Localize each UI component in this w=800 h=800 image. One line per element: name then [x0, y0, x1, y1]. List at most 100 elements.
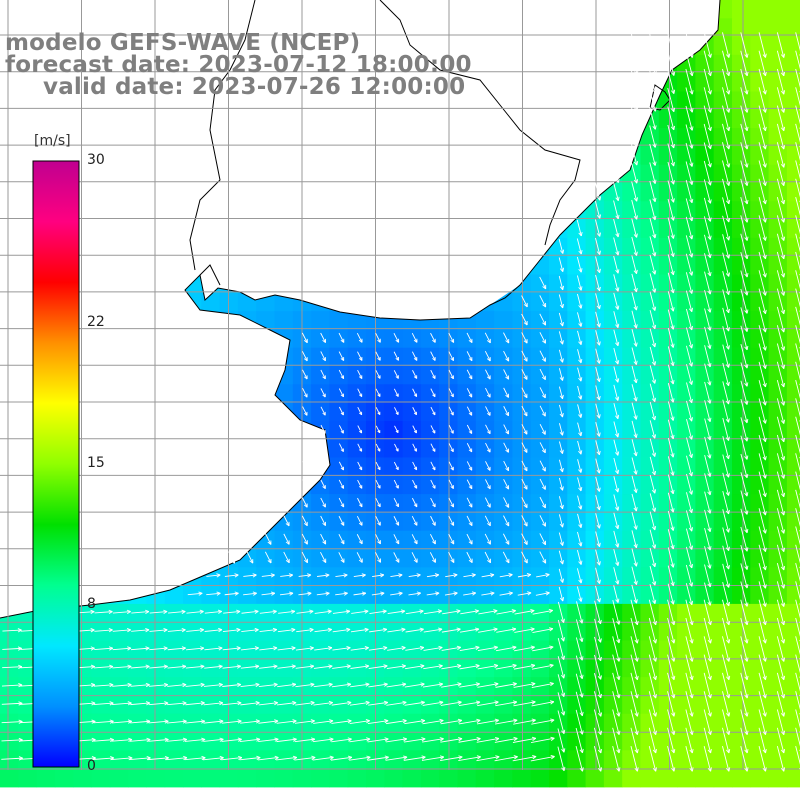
field-cell [640, 750, 660, 770]
field-cell [658, 109, 678, 129]
field-cell [585, 201, 605, 221]
field-cell [786, 164, 800, 184]
field-cell [384, 768, 404, 788]
wind-arrow [667, 87, 676, 113]
field-cell [457, 713, 477, 733]
field-cell [786, 622, 800, 641]
field-cell [732, 384, 751, 404]
wind-arrow [394, 407, 399, 416]
wind-arrow [758, 142, 767, 168]
field-cell [402, 494, 422, 513]
wind-arrow [412, 407, 417, 416]
field-cell [695, 585, 715, 605]
field-cell [530, 750, 550, 770]
field-cell [146, 640, 166, 660]
field-cell [585, 549, 605, 568]
field-cell [146, 732, 166, 751]
field-cell [18, 640, 38, 660]
wind-arrow [503, 424, 509, 435]
field-cell [658, 640, 678, 660]
wind-arrow [722, 32, 731, 58]
field-cell [237, 695, 257, 715]
field-cell [494, 658, 513, 678]
field-cell [768, 402, 788, 422]
wind-arrow [703, 32, 712, 58]
wind-arrow [521, 295, 528, 308]
field-cell [128, 713, 147, 733]
field-cell [457, 567, 477, 587]
field-cell [457, 512, 477, 532]
wind-arrow [685, 272, 694, 294]
field-cell [677, 713, 696, 733]
field-cell [768, 237, 788, 257]
field-cell [695, 384, 715, 404]
field-cell [713, 713, 733, 733]
field-cell [201, 603, 221, 623]
wind-arrow [613, 311, 620, 328]
field-cell [530, 695, 550, 715]
field-cell [420, 439, 440, 458]
field-cell [457, 677, 477, 696]
field-cell [18, 658, 38, 678]
field-cell [567, 603, 587, 623]
field-cell [677, 549, 696, 568]
field-cell [786, 732, 800, 751]
field-cell [713, 274, 733, 294]
field-cell [274, 677, 294, 696]
wind-arrow [703, 142, 712, 168]
wind-arrow [302, 406, 308, 416]
field-cell [713, 603, 733, 623]
field-cell [695, 622, 715, 641]
wind-arrow [740, 50, 749, 77]
field-cell [475, 713, 495, 733]
wind-arrow [631, 181, 638, 202]
field-cell [494, 603, 513, 623]
field-cell [732, 585, 751, 605]
wind-arrow [631, 347, 638, 365]
field-cell [695, 475, 715, 495]
coastline [0, 0, 721, 619]
field-cell [622, 366, 641, 385]
wind-arrow [631, 384, 638, 402]
wind-arrow [685, 68, 694, 95]
field-cell [732, 54, 751, 74]
field-cell [713, 183, 733, 202]
field-cell [768, 0, 788, 19]
field-cell [695, 73, 715, 92]
field-cell [640, 420, 660, 440]
field-cell [457, 475, 477, 495]
field-cell [768, 128, 788, 147]
field-cell [713, 677, 733, 696]
wind-arrow [776, 233, 786, 260]
wind-arrow [521, 405, 528, 417]
wind-arrow [613, 403, 620, 420]
field-cell [512, 420, 532, 440]
wind-arrow [704, 326, 712, 350]
field-cell [658, 292, 678, 312]
field-cell [256, 640, 275, 660]
wind-arrow [704, 271, 712, 295]
field-cell [530, 347, 550, 367]
field-cell [786, 18, 800, 38]
field-cell [512, 439, 532, 458]
field-cell [658, 677, 678, 696]
field-cell [237, 677, 257, 696]
field-cell [402, 512, 422, 532]
wind-arrow [667, 235, 675, 257]
wind-arrow [631, 365, 638, 384]
wind-arrow [558, 238, 565, 254]
field-cell [128, 768, 147, 788]
wind-arrow [685, 32, 694, 58]
field-cell [402, 658, 422, 678]
field-cell [311, 695, 330, 715]
wind-arrow [649, 180, 657, 203]
wind-arrow [613, 255, 620, 274]
wind-arrow [613, 274, 620, 292]
field-cell [347, 494, 367, 513]
field-cell [713, 91, 733, 111]
field-cell [622, 585, 641, 605]
field-cell [256, 603, 275, 623]
field-cell [329, 494, 349, 513]
field-cell [402, 329, 422, 349]
wind-arrow [631, 255, 638, 275]
